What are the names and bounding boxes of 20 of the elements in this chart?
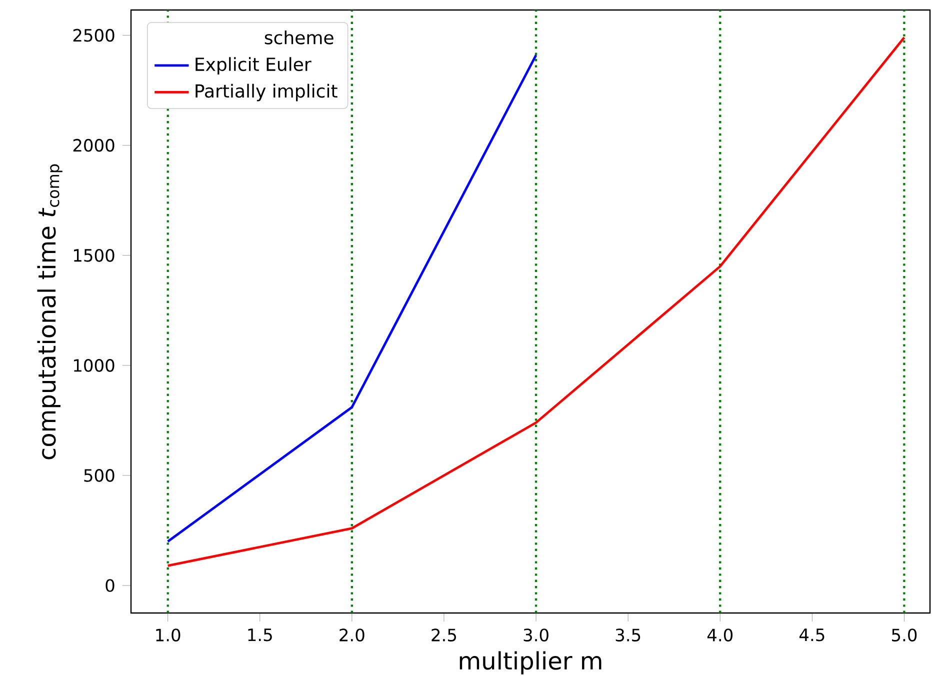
x-tick-label: 1.0	[156, 628, 180, 642]
y-tick-label: 2500	[73, 28, 114, 42]
legend-label: Partially implicit	[196, 84, 338, 102]
y-tick-label: 2000	[73, 138, 114, 152]
y-tick-label: 0	[106, 579, 114, 592]
x-tick-label: 4.0	[707, 628, 733, 642]
legend-label: Explicit Euler	[196, 57, 312, 75]
x-tick-label: 5.0	[892, 628, 917, 642]
x-tick-label: 1.5	[248, 628, 272, 642]
y-tick-label: 500	[84, 469, 114, 482]
y-axis-title: computational time t$_{comp}$	[37, 164, 62, 460]
x-tick-label: 4.5	[799, 628, 824, 642]
x-tick-label: 3.5	[616, 628, 640, 642]
y-tick-label: 1500	[74, 248, 114, 262]
y-tick-label: 1000	[74, 359, 114, 372]
x-tick-label: 2.5	[432, 628, 456, 642]
legend-title: scheme	[264, 30, 334, 44]
x-tick-label: 3.0	[524, 628, 548, 642]
x-axis-title: multiplier m	[460, 651, 602, 674]
x-tick-label: 2.0	[340, 628, 364, 642]
